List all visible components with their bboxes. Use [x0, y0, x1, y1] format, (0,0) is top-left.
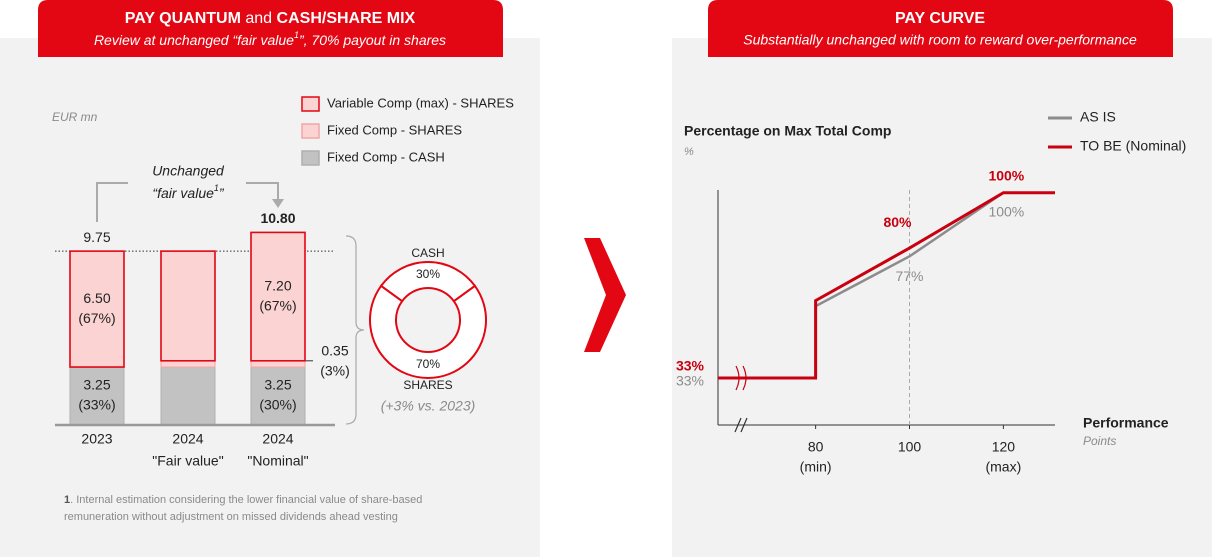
- subtitle-part: Review at unchanged “fair value: [94, 32, 294, 48]
- x-tick-label: 2024: [172, 431, 203, 447]
- chevron: [584, 238, 626, 352]
- right-panel: [672, 38, 1212, 557]
- left-title: PAY QUANTUM and CASH/SHARE MIX: [125, 10, 416, 27]
- superscript: 1: [214, 183, 219, 193]
- value-label: 100%: [988, 203, 1024, 219]
- title-part: and: [241, 10, 277, 27]
- footnote-text: . Internal estimation considering the lo…: [70, 494, 422, 506]
- share-label: (3%): [320, 363, 350, 379]
- superscript: 1: [294, 30, 299, 40]
- legend-swatch: [301, 150, 320, 166]
- line-break: [735, 365, 747, 391]
- left-subtitle: Review at unchanged “fair value1”, 70% p…: [94, 30, 446, 47]
- footnote-number: 1: [64, 494, 70, 506]
- value-label: 33%: [676, 373, 704, 389]
- annotation: Unchanged: [152, 163, 225, 179]
- total-label: 10.80: [260, 210, 295, 226]
- x-tick-sublabel: "Fair value": [152, 453, 223, 469]
- donut-value-label: 70%: [416, 357, 440, 371]
- right-title: PAY CURVE: [895, 10, 985, 27]
- donut-note: (+3% vs. 2023): [381, 398, 476, 414]
- y-axis-label: Percentage on Max Total Comp: [684, 123, 891, 139]
- legend-label: AS IS: [1080, 109, 1116, 125]
- donut-category: SHARES: [403, 378, 452, 392]
- annotation: “fair value1”: [152, 183, 224, 200]
- unit-label: EUR mn: [52, 110, 98, 124]
- total-label: 9.75: [83, 229, 110, 245]
- annotation-arrow: [96, 182, 279, 222]
- donut-value-label: 30%: [416, 267, 440, 281]
- donut-segment: [379, 261, 477, 303]
- right-header: [708, 0, 1173, 57]
- title-part: PAY QUANTUM: [125, 10, 241, 27]
- x-tick-label: 100: [898, 439, 922, 455]
- series-line: [718, 191, 1055, 380]
- annotation-part: ”: [219, 185, 225, 201]
- share-label: (67%): [259, 297, 296, 313]
- y-axis-unit: %: [684, 146, 694, 158]
- bar-segment: [160, 366, 216, 426]
- value-label: 0.35: [321, 343, 348, 359]
- x-tick-sublabel: (max): [985, 459, 1021, 475]
- donut-segment: [369, 284, 487, 379]
- footnote: 1. Internal estimation considering the l…: [64, 494, 422, 506]
- x-tick-sublabel: "Nominal": [247, 453, 308, 469]
- x-tick-label: 120: [992, 439, 1016, 455]
- brace: [345, 235, 365, 425]
- donut-category: CASH: [411, 246, 444, 260]
- subtitle-part: ”, 70% payout in shares: [299, 32, 446, 48]
- left-header: [38, 0, 503, 57]
- share-label: (30%): [259, 397, 296, 413]
- value-label: 6.50: [83, 290, 110, 306]
- title-part: CASH/SHARE MIX: [277, 10, 416, 27]
- x-tick-label: 2024: [262, 431, 293, 447]
- arrow-head: [272, 199, 284, 208]
- x-axis-label: Performance: [1083, 415, 1169, 431]
- x-tick-label: 2023: [81, 431, 112, 447]
- legend-label: Fixed Comp - SHARES: [327, 122, 462, 137]
- axis-break: [734, 417, 748, 433]
- legend-swatch: [301, 123, 320, 139]
- x-tick-label: 80: [808, 439, 824, 455]
- bar-segment: [69, 366, 125, 426]
- bar-segment: [250, 360, 306, 368]
- x-axis-unit: Points: [1083, 434, 1116, 448]
- share-label: (33%): [78, 397, 115, 413]
- legend-label: TO BE (Nominal): [1080, 138, 1186, 154]
- footnote: remuneration without adjustment on misse…: [64, 511, 398, 523]
- value-label: 3.25: [264, 377, 291, 393]
- value-label: 3.25: [83, 377, 110, 393]
- value-label: 100%: [988, 167, 1024, 183]
- legend-label: Fixed Comp - CASH: [327, 149, 445, 164]
- right-subtitle: Substantially unchanged with room to rew…: [743, 32, 1137, 48]
- value-label: 33%: [676, 358, 705, 374]
- share-label: (67%): [78, 310, 115, 326]
- bar-segment: [250, 231, 306, 362]
- value-label: 77%: [895, 268, 923, 284]
- annotation-part: “fair value: [152, 185, 214, 201]
- bar-segment: [250, 366, 306, 426]
- legend-label: Variable Comp (max) - SHARES: [327, 95, 514, 110]
- bar-segment: [160, 360, 216, 368]
- legend-swatch: [301, 96, 320, 112]
- value-label: 80%: [883, 214, 912, 230]
- bar-segment: [69, 250, 125, 368]
- bar-segment: [160, 250, 216, 362]
- value-label: 7.20: [264, 277, 291, 293]
- x-tick-sublabel: (min): [800, 459, 832, 475]
